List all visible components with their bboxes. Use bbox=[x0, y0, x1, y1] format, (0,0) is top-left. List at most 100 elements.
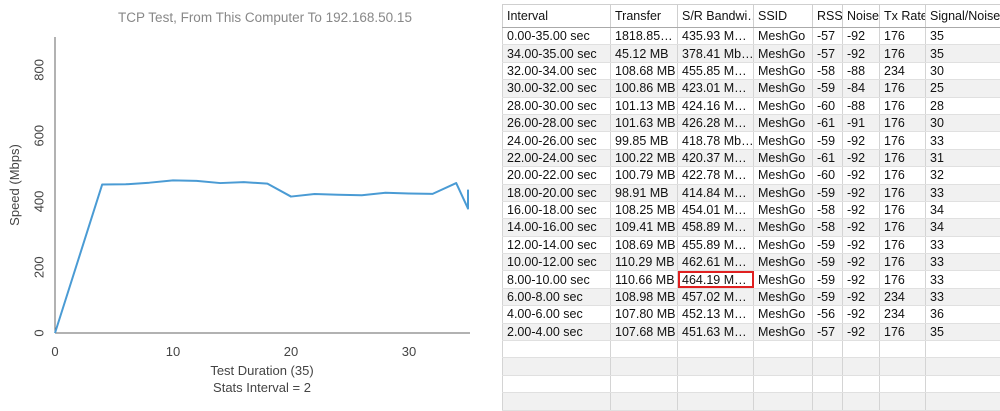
table-cell: 101.13 MB bbox=[611, 97, 678, 114]
table-cell: 107.80 MB bbox=[611, 306, 678, 323]
table-cell: 34.00-35.00 sec bbox=[503, 45, 611, 62]
table-cell: 176 bbox=[880, 254, 926, 271]
empty-row bbox=[503, 358, 1000, 375]
table-cell: -84 bbox=[843, 80, 880, 97]
table-cell: 176 bbox=[880, 132, 926, 149]
empty-cell bbox=[843, 393, 880, 410]
table-cell: 98.91 MB bbox=[611, 184, 678, 201]
table-cell: 45.12 MB bbox=[611, 45, 678, 62]
empty-cell bbox=[926, 393, 1000, 410]
x-tick-label: 20 bbox=[284, 344, 298, 359]
table-cell: -58 bbox=[813, 62, 843, 79]
table-cell: 22.00-24.00 sec bbox=[503, 149, 611, 166]
table-cell: -59 bbox=[813, 271, 843, 288]
table-cell: MeshGo bbox=[754, 28, 813, 45]
table-cell: 176 bbox=[880, 167, 926, 184]
table-cell: 234 bbox=[880, 62, 926, 79]
table-cell: 0.00-35.00 sec bbox=[503, 28, 611, 45]
table-cell: -91 bbox=[843, 114, 880, 131]
table-cell: -58 bbox=[813, 219, 843, 236]
table-cell: 36 bbox=[926, 306, 1000, 323]
column-header: Noise bbox=[843, 5, 880, 28]
table-cell: -57 bbox=[813, 323, 843, 340]
empty-cell bbox=[880, 393, 926, 410]
table-cell: -59 bbox=[813, 254, 843, 271]
empty-cell bbox=[813, 358, 843, 375]
table-cell: 20.00-22.00 sec bbox=[503, 167, 611, 184]
table-cell: 100.79 MB bbox=[611, 167, 678, 184]
x-tick-label: 30 bbox=[402, 344, 416, 359]
table-cell: -92 bbox=[843, 167, 880, 184]
table-cell: MeshGo bbox=[754, 306, 813, 323]
table-cell: MeshGo bbox=[754, 45, 813, 62]
chart: TCP Test, From This Computer To 192.168.… bbox=[0, 0, 490, 402]
table-cell: 176 bbox=[880, 184, 926, 201]
table-cell: 100.86 MB bbox=[611, 80, 678, 97]
table-cell: -57 bbox=[813, 28, 843, 45]
table-cell: 423.01 M… bbox=[678, 80, 754, 97]
table-cell: 424.16 M… bbox=[678, 97, 754, 114]
table-cell: -57 bbox=[813, 45, 843, 62]
x-tick-label: 10 bbox=[166, 344, 180, 359]
table-cell: 176 bbox=[880, 97, 926, 114]
table-cell: 24.00-26.00 sec bbox=[503, 132, 611, 149]
table-cell: 176 bbox=[880, 114, 926, 131]
table-cell: MeshGo bbox=[754, 323, 813, 340]
empty-cell bbox=[503, 341, 611, 358]
table-cell: 25 bbox=[926, 80, 1000, 97]
table-cell: 30 bbox=[926, 114, 1000, 131]
table-cell: -56 bbox=[813, 306, 843, 323]
table-cell: -88 bbox=[843, 97, 880, 114]
table-cell: -59 bbox=[813, 236, 843, 253]
table-cell: 455.89 M… bbox=[678, 236, 754, 253]
empty-cell bbox=[503, 393, 611, 410]
empty-cell bbox=[611, 358, 678, 375]
table-cell: 110.66 MB bbox=[611, 271, 678, 288]
table-cell: 457.02 M… bbox=[678, 288, 754, 305]
table-cell: -92 bbox=[843, 132, 880, 149]
table-cell: 176 bbox=[880, 28, 926, 45]
table-cell: 28 bbox=[926, 97, 1000, 114]
column-header: Signal/Noise bbox=[926, 5, 1000, 28]
table-cell: -92 bbox=[843, 323, 880, 340]
table-cell: 33 bbox=[926, 288, 1000, 305]
empty-cell bbox=[611, 341, 678, 358]
table-cell: 26.00-28.00 sec bbox=[503, 114, 611, 131]
table-cell: 108.69 MB bbox=[611, 236, 678, 253]
table-cell: 176 bbox=[880, 201, 926, 218]
column-header: Transfer bbox=[611, 5, 678, 28]
data-line bbox=[55, 180, 468, 333]
table-cell: -59 bbox=[813, 288, 843, 305]
table-cell: 108.25 MB bbox=[611, 201, 678, 218]
page: TCP Test, From This Computer To 192.168.… bbox=[0, 0, 1000, 402]
table-cell: 14.00-16.00 sec bbox=[503, 219, 611, 236]
table-cell: 35 bbox=[926, 45, 1000, 62]
empty-cell bbox=[611, 393, 678, 410]
table-cell: 455.85 M… bbox=[678, 62, 754, 79]
table-cell: 1818.85… bbox=[611, 28, 678, 45]
x-axis-label: Test Duration (35) bbox=[210, 363, 313, 378]
table-cell: 99.85 MB bbox=[611, 132, 678, 149]
table-cell: 31 bbox=[926, 149, 1000, 166]
table-cell: 10.00-12.00 sec bbox=[503, 254, 611, 271]
empty-cell bbox=[754, 358, 813, 375]
table-cell: -60 bbox=[813, 97, 843, 114]
table-cell: 33 bbox=[926, 184, 1000, 201]
table-cell: MeshGo bbox=[754, 288, 813, 305]
table-cell: 18.00-20.00 sec bbox=[503, 184, 611, 201]
table-cell: 418.78 Mb… bbox=[678, 132, 754, 149]
table-cell: MeshGo bbox=[754, 114, 813, 131]
table-cell: MeshGo bbox=[754, 201, 813, 218]
table-cell: 176 bbox=[880, 219, 926, 236]
table-cell: 435.93 M… bbox=[678, 28, 754, 45]
empty-cell bbox=[843, 341, 880, 358]
table-cell: 6.00-8.00 sec bbox=[503, 288, 611, 305]
